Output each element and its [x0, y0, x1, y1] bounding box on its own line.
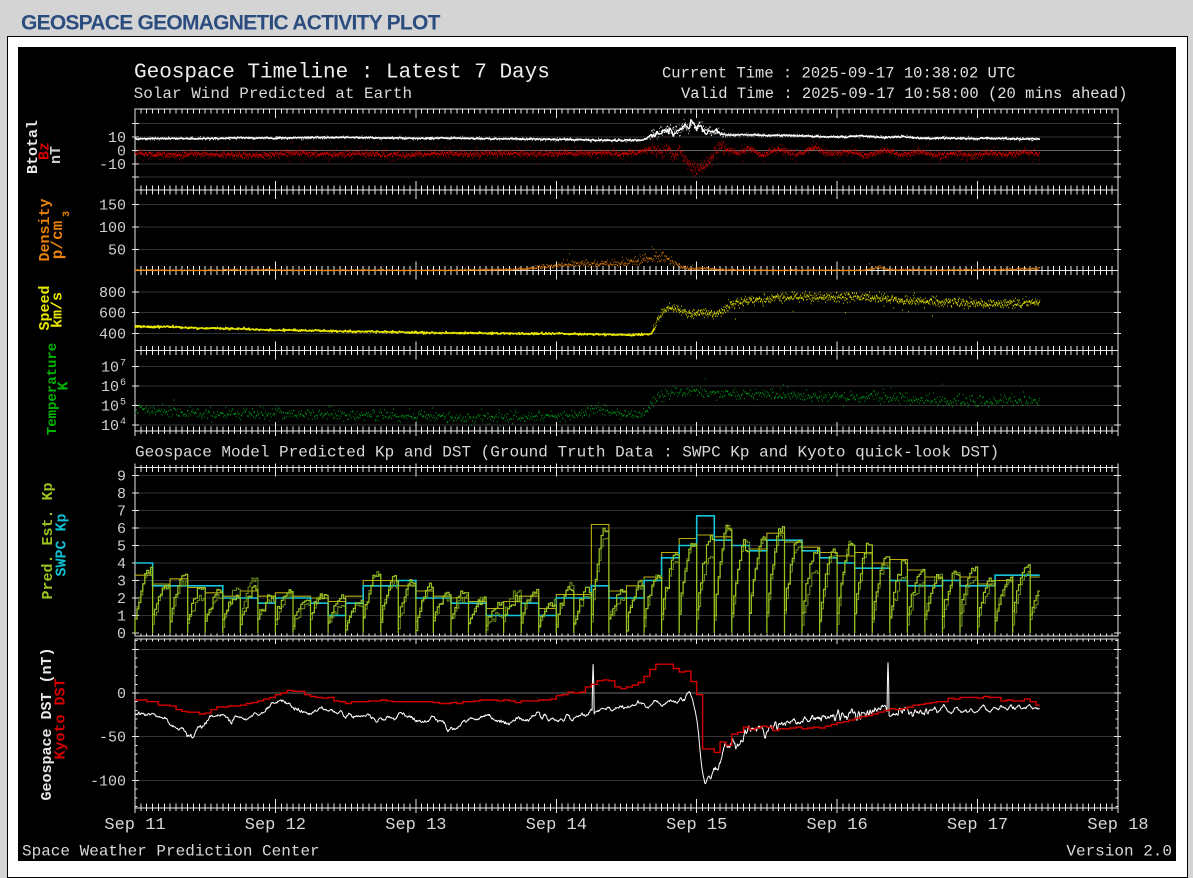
svg-text:Density: Density	[37, 198, 54, 261]
svg-text:0: 0	[117, 143, 126, 160]
svg-text:Solar Wind Predicted at Earth: Solar Wind Predicted at Earth	[134, 85, 412, 103]
svg-text:Speed: Speed	[37, 285, 54, 330]
svg-text:Geospace DST (nT): Geospace DST (nT)	[39, 647, 56, 800]
svg-text:nT: nT	[48, 146, 65, 164]
svg-text:Btotal: Btotal	[25, 120, 42, 174]
svg-text:3: 3	[117, 574, 126, 591]
svg-text:10: 10	[108, 130, 126, 147]
svg-text:10: 10	[101, 418, 119, 435]
svg-text:600: 600	[99, 306, 126, 323]
svg-text:-10: -10	[99, 157, 126, 174]
svg-text:8: 8	[117, 486, 126, 503]
svg-text:Sep 15: Sep 15	[666, 816, 727, 835]
svg-text:Temperature: Temperature	[45, 343, 61, 435]
svg-text:6: 6	[120, 378, 126, 389]
svg-text:Geospace Model Predicted Kp an: Geospace Model Predicted Kp and DST (Gro…	[135, 444, 999, 462]
svg-text:Kyoto DST: Kyoto DST	[53, 678, 70, 759]
svg-text:800: 800	[99, 285, 126, 302]
svg-text:Space Weather Prediction Cente: Space Weather Prediction Center	[22, 843, 320, 861]
svg-text:Sep 17: Sep 17	[947, 816, 1008, 835]
svg-text:10: 10	[101, 379, 119, 396]
svg-text:0: 0	[117, 686, 126, 703]
svg-text:7: 7	[117, 504, 126, 521]
svg-text:9: 9	[117, 469, 126, 486]
svg-text:Sep 12: Sep 12	[245, 816, 306, 835]
svg-text:3: 3	[62, 211, 73, 217]
svg-text:SWPC Kp: SWPC Kp	[54, 513, 71, 576]
svg-text:GEOSPACE GEOMAGNETIC ACTIVITY: GEOSPACE GEOMAGNETIC ACTIVITY PLOT	[21, 12, 441, 35]
svg-text:Valid Time : 2025-09-17 10:58:: Valid Time : 2025-09-17 10:58:00 (20 min…	[681, 85, 1127, 103]
svg-text:0: 0	[117, 626, 126, 643]
svg-text:2: 2	[117, 591, 126, 608]
svg-text:p/cm: p/cm	[49, 220, 67, 259]
svg-text:Sep 14: Sep 14	[526, 816, 587, 835]
svg-text:400: 400	[99, 326, 126, 343]
svg-text:100: 100	[99, 220, 126, 237]
svg-text:50: 50	[108, 242, 126, 259]
svg-text:7: 7	[120, 358, 126, 369]
svg-text:10: 10	[101, 359, 119, 376]
svg-text:Pred. Est. Kp: Pred. Est. Kp	[40, 482, 57, 599]
svg-text:6: 6	[117, 521, 126, 538]
svg-text:Sep 11: Sep 11	[104, 816, 165, 835]
svg-text:Current Time : 2025-09-17 10:3: Current Time : 2025-09-17 10:38:02 UTC	[662, 65, 1015, 83]
svg-text:Bz: Bz	[37, 142, 54, 160]
svg-text:-50: -50	[99, 730, 126, 747]
svg-text:1: 1	[117, 609, 126, 626]
svg-text:-100: -100	[90, 773, 126, 790]
svg-text:4: 4	[120, 417, 126, 428]
svg-text:Version 2.0: Version 2.0	[1066, 843, 1172, 861]
svg-text:4: 4	[117, 556, 126, 573]
svg-text:Geospace Timeline : Latest 7 D: Geospace Timeline : Latest 7 Days	[134, 62, 550, 85]
svg-text:Sep 13: Sep 13	[385, 816, 446, 835]
svg-text:Sep 18: Sep 18	[1087, 816, 1148, 835]
svg-text:150: 150	[99, 198, 126, 215]
svg-text:Sep 16: Sep 16	[806, 816, 867, 835]
svg-text:5: 5	[120, 398, 126, 409]
svg-text:km/s: km/s	[50, 292, 67, 328]
svg-text:10: 10	[101, 399, 119, 416]
svg-text:5: 5	[117, 539, 126, 556]
svg-text:K: K	[56, 381, 73, 390]
